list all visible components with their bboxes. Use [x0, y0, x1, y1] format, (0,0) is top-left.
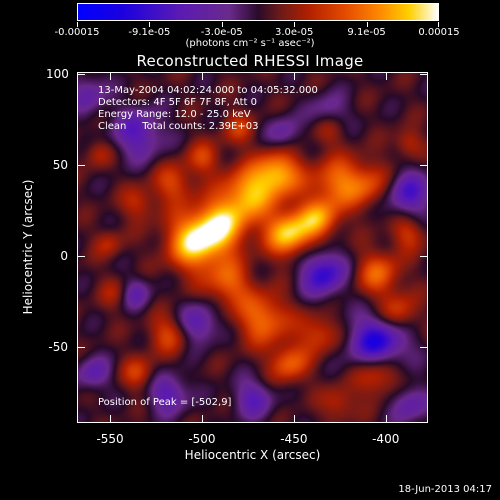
- y-tick-mark: [420, 346, 428, 348]
- x-tick-mark: [293, 72, 295, 80]
- timestamp-footer: 18-Jun-2013 04:17: [398, 484, 492, 495]
- colorbar-units: (photons cm⁻² s⁻¹ asec⁻²): [185, 38, 315, 49]
- info-time: 13-May-2004 04:02:24.000 to 04:05:32.000: [98, 85, 318, 96]
- colorbar-tick: [149, 22, 151, 27]
- x-axis-label: Heliocentric X (arcsec): [184, 448, 321, 462]
- colorbar-tick-label: 0.00015: [418, 27, 460, 38]
- y-tick-mark: [77, 346, 85, 348]
- colorbar-tick: [366, 22, 368, 27]
- x-tick-mark: [385, 72, 387, 80]
- y-axis-label: Heliocentric Y (arcsec): [21, 179, 35, 315]
- y-tick-mark: [77, 255, 85, 257]
- x-tick-label: -550: [96, 432, 124, 446]
- x-tick-label: -500: [188, 432, 216, 446]
- y-tick-label: 0: [60, 248, 68, 263]
- info-clean: Clean Total counts: 2.39E+03: [98, 121, 259, 132]
- y-tick-label: 50: [52, 157, 68, 172]
- x-tick-label: -450: [280, 432, 308, 446]
- info-peak: Position of Peak = [-502,9]: [98, 397, 232, 408]
- colorbar-tick-label: -3.0e-05: [200, 27, 243, 38]
- plot-area: 13-May-2004 04:02:24.000 to 04:05:32.000…: [77, 72, 428, 423]
- x-tick-mark: [201, 415, 203, 423]
- x-tick-mark: [110, 72, 112, 80]
- colorbar-tick: [438, 22, 439, 27]
- colorbar-tick-label: 9.1e-05: [347, 27, 386, 38]
- x-tick-mark: [385, 415, 387, 423]
- y-tick-label: -50: [48, 339, 68, 354]
- y-tick-mark: [420, 164, 428, 166]
- colorbar-tick: [221, 22, 223, 27]
- colorbar: [77, 3, 439, 21]
- x-tick-mark: [110, 415, 112, 423]
- colorbar-tick: [294, 22, 296, 27]
- y-tick-mark: [77, 73, 85, 75]
- x-tick-mark: [201, 72, 203, 80]
- colorbar-tick-label: 3.0e-05: [274, 27, 314, 38]
- x-tick-label: -400: [372, 432, 400, 446]
- colorbar-tick-label: -0.00015: [54, 27, 100, 38]
- x-tick-mark: [293, 415, 295, 423]
- y-tick-mark: [420, 73, 428, 75]
- chart-title: Reconstructed RHESSI Image: [136, 52, 364, 70]
- colorbar-tick: [77, 22, 78, 27]
- info-energy: Energy Range: 12.0 - 25.0 keV: [98, 109, 251, 120]
- info-detectors: Detectors: 4F 5F 6F 7F 8F, Att 0: [98, 97, 258, 108]
- heatmap-image: [78, 73, 427, 422]
- colorbar-tick-label: -9.1e-05: [128, 27, 171, 38]
- y-tick-label: 100: [46, 66, 69, 81]
- y-tick-mark: [420, 255, 428, 257]
- y-tick-mark: [77, 164, 85, 166]
- colorbar-gradient: [78, 4, 438, 20]
